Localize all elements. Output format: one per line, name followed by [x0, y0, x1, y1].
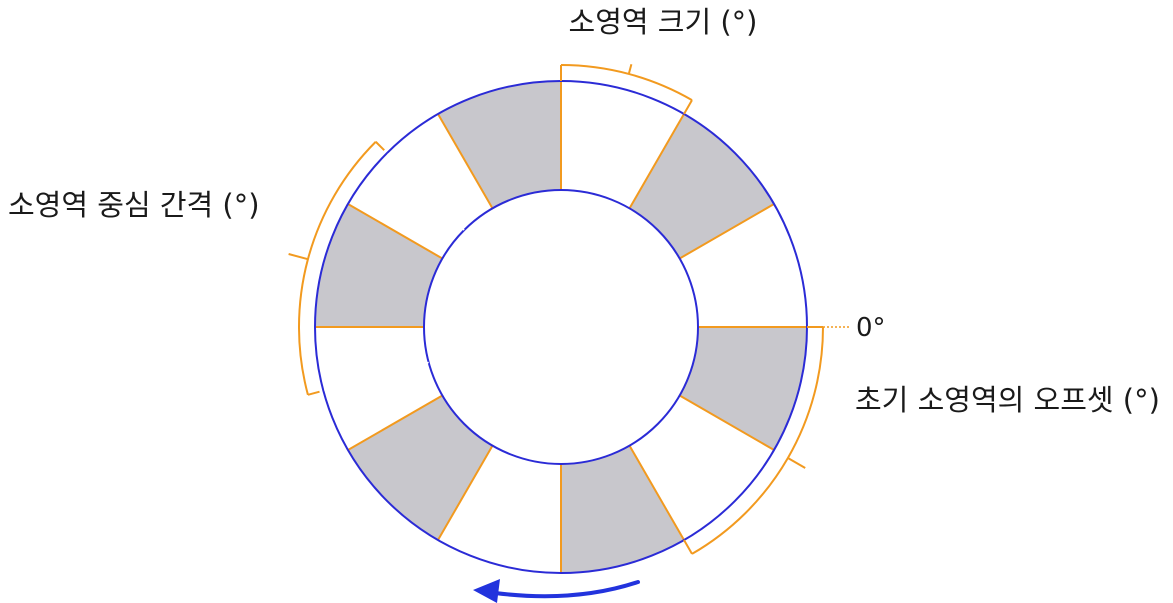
sector-size-bracket-arc: [560, 64, 693, 101]
dividers-layer: [315, 81, 807, 573]
sector-spacing-bracket-arc: [298, 141, 377, 396]
sector-center-line: [323, 361, 429, 392]
sector: [347, 395, 493, 541]
sector-divider: [437, 113, 494, 209]
sector: [315, 204, 443, 327]
sector-spacing-bracket-end-tick: [375, 141, 385, 151]
sector: [561, 445, 684, 573]
sector-center-line: [386, 152, 465, 231]
sector-spacing-label: 소영역 중심 간격 (°): [8, 188, 260, 222]
sector-size-bracket-end-tick: [683, 99, 693, 115]
sector-divider: [628, 113, 685, 209]
sector-spacing-bracket: [298, 141, 385, 396]
sector-size-pointer: [627, 64, 633, 75]
sector-spacing-pointer: [288, 253, 309, 261]
arrow-head: [473, 579, 500, 603]
sector: [629, 113, 775, 259]
sector-divider: [679, 203, 775, 260]
sector-divider: [347, 203, 443, 260]
initial-offset-label: 초기 소영역의 오프셋 (°): [855, 383, 1160, 417]
sector-divider: [628, 445, 685, 541]
initial-offset-pointer: [787, 457, 806, 469]
initial-offset-bracket-arc: [691, 326, 824, 555]
arrow-shaft: [493, 580, 640, 599]
zero-label: 0°: [856, 313, 886, 343]
sector-size-label: 소영역 크기 (°): [569, 5, 758, 39]
sector: [679, 327, 807, 450]
sectors-layer: [315, 81, 807, 573]
sector-size-bracket: [560, 64, 693, 115]
sector: [438, 81, 561, 209]
sector-divider: [679, 394, 775, 451]
dimension-brackets: [288, 64, 824, 555]
sector-center-lines: [323, 152, 465, 392]
sector-divider: [437, 445, 494, 541]
counterclockwise-arrow-icon: [473, 579, 640, 603]
sector-spacing-bracket-end-tick: [307, 390, 320, 396]
inner-ring: [423, 189, 699, 465]
sector-divider: [347, 394, 443, 451]
initial-offset-bracket-end-tick: [683, 539, 693, 555]
